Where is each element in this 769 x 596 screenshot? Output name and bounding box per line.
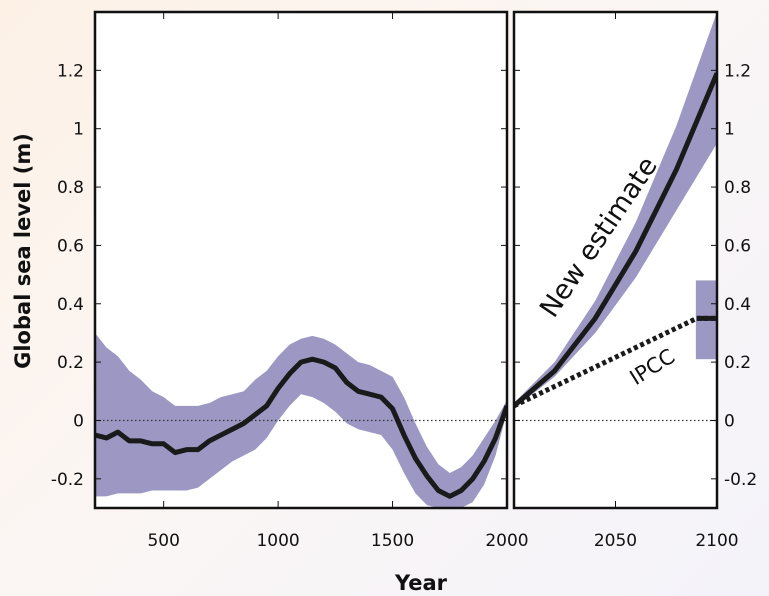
new-estimate-line [514,72,717,408]
projection-plot-area [514,12,717,508]
y-tick-label-left: 0.2 [57,353,84,373]
past-uncertainty-band [95,332,507,508]
y-tick-labels-left: -0.2 0 0.2 0.4 0.6 0.8 1 1.2 [51,61,84,489]
x-tick-labels: 500 1000 1500 2000 2050 2100 [147,531,738,551]
projection-panel [512,10,719,510]
past-frame [93,10,509,510]
y-tick-label-right: 1 [724,120,735,140]
y-tick-label-right: 0.8 [724,178,751,198]
y-tick-label-right: -0.2 [724,470,757,490]
y-tick-label-left: -0.2 [51,470,84,490]
y-tick-label-right: 1.2 [724,61,751,81]
y-tick-label-left: 0.8 [57,178,84,198]
x-tick-label-500: 500 [147,531,179,551]
x-axis-title: Year [394,571,448,595]
new-estimate-uncertainty-band [514,12,717,409]
y-tick-label-right: 0 [724,411,735,431]
x-tick-label-1000: 1000 [256,531,299,551]
y-tick-label-left: 0.4 [57,295,84,315]
y-axis-title: Global sea level (m) [11,133,35,369]
past-panel [93,10,509,510]
x-tick-label-2000: 2000 [485,531,528,551]
y-tick-label-right: 0.2 [724,353,751,373]
projection-frame [512,10,719,510]
y-tick-label-left: 1 [73,120,84,140]
x-tick-label-1500: 1500 [371,531,414,551]
x-tick-label-2100: 2100 [695,531,738,551]
y-tick-label-right: 0.4 [724,295,751,315]
y-tick-label-left: 0.6 [57,236,84,256]
y-tick-label-left: 1.2 [57,61,84,81]
past-line [95,356,507,499]
y-tick-label-right: 0.6 [724,236,751,256]
x-tick-label-2050: 2050 [594,531,637,551]
y-tick-label-left: 0 [73,411,84,431]
y-tick-labels-right: -0.2 0 0.2 0.4 0.6 0.8 1 1.2 [724,61,757,489]
